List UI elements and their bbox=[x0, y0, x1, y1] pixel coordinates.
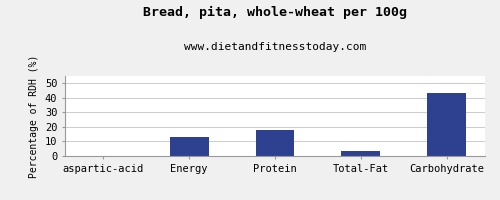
Bar bbox=[170, 137, 208, 156]
Text: www.dietandfitnesstoday.com: www.dietandfitnesstoday.com bbox=[184, 42, 366, 52]
Bar bbox=[342, 151, 380, 156]
Y-axis label: Percentage of RDH (%): Percentage of RDH (%) bbox=[30, 54, 40, 178]
Bar bbox=[256, 130, 294, 156]
Bar bbox=[428, 93, 466, 156]
Text: Bread, pita, whole-wheat per 100g: Bread, pita, whole-wheat per 100g bbox=[143, 6, 407, 19]
